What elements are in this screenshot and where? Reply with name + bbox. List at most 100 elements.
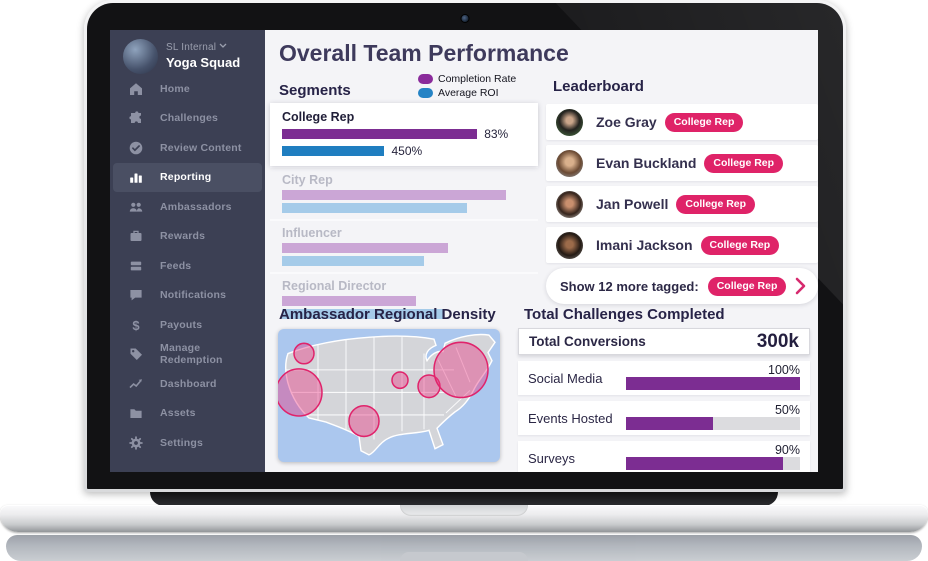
segment-row-college-rep[interactable]: College Rep 83% 450%: [270, 103, 538, 166]
sidebar-item-payouts[interactable]: $ Payouts: [110, 310, 265, 340]
challenge-percent: 100%: [768, 363, 800, 377]
leaderboard-name: Zoe Gray: [596, 114, 657, 130]
density-circle: [278, 368, 323, 417]
sidebar-item-label: Manage Redemption: [160, 342, 223, 367]
segment-label: Influencer: [282, 226, 342, 240]
tag-icon: [128, 346, 144, 362]
sidebar-item-label: Dashboard: [160, 377, 217, 390]
segments-title: Segments: [279, 82, 351, 99]
density-circle: [293, 342, 315, 365]
segment-label: City Rep: [282, 173, 333, 187]
segment-label: Regional Director: [282, 279, 387, 293]
home-icon: [128, 81, 144, 97]
briefcase-icon: [128, 228, 144, 244]
progress-fill: [626, 377, 800, 390]
sidebar-item-feeds[interactable]: Feeds: [110, 251, 265, 281]
sidebar-item-label: Assets: [160, 407, 196, 420]
completion-rate-bar: [282, 243, 448, 253]
sidebar-item-dashboard[interactable]: Dashboard: [110, 369, 265, 399]
tag-badge: College Rep: [700, 235, 780, 255]
sidebar-nav: Home Challenges Review Content Repo: [110, 74, 265, 458]
chart-legend: Completion Rate Average ROI: [418, 72, 516, 100]
laptop-notch: [400, 505, 528, 516]
tag-badge: College Rep: [707, 276, 787, 296]
trend-icon: [128, 376, 144, 392]
sidebar-item-ambassadors[interactable]: Ambassadors: [110, 192, 265, 222]
folder-icon: [128, 405, 144, 421]
challenge-row-surveys: Surveys 90%: [518, 441, 810, 472]
completion-rate-legend-dot: [418, 74, 433, 84]
total-conversions-label: Total Conversions: [529, 334, 646, 349]
sidebar-item-assets[interactable]: Assets: [110, 399, 265, 429]
sidebar-item-notifications[interactable]: Notifications: [110, 281, 265, 311]
sidebar-item-label: Reporting: [160, 171, 212, 184]
challenge-label: Surveys: [528, 451, 575, 466]
app-screen: SL Internal Yoga Squad Home Challenges: [110, 30, 818, 472]
average-roi-legend-dot: [418, 88, 433, 98]
completion-rate-bar: [282, 129, 478, 139]
workspace-org: SL Internal: [166, 42, 227, 53]
progress-track: [626, 377, 800, 390]
message-icon: [128, 287, 144, 303]
sidebar-item-home[interactable]: Home: [110, 74, 265, 104]
dollar-icon: $: [128, 317, 144, 333]
leaderboard-row[interactable]: Zoe Gray College Rep: [546, 104, 818, 140]
progress-fill: [626, 417, 713, 430]
sidebar-item-challenges[interactable]: Challenges: [110, 104, 265, 134]
sidebar-item-review-content[interactable]: Review Content: [110, 133, 265, 163]
segment-label: College Rep: [282, 110, 355, 124]
regional-density-title: Ambassador Regional Density: [279, 306, 496, 323]
show-more-button[interactable]: Show 12 more tagged: College Rep: [546, 268, 818, 304]
challenges-title: Total Challenges Completed: [524, 306, 725, 323]
challenges-section: Total Challenges Completed Total Convers…: [518, 306, 810, 472]
avatar: [556, 108, 583, 136]
state-borders: [285, 335, 471, 440]
sidebar-item-reporting[interactable]: Reporting: [113, 162, 262, 192]
sidebar-item-label: Feeds: [160, 259, 192, 272]
challenge-label: Social Media: [528, 371, 603, 386]
sidebar-item-label: Review Content: [160, 141, 242, 154]
progress-fill: [626, 457, 783, 470]
leaderboard-name: Imani Jackson: [596, 237, 693, 253]
check-circle-icon: [128, 140, 144, 156]
sidebar-item-label: Ambassadors: [160, 200, 232, 213]
sidebar-item-manage-redemption[interactable]: Manage Redemption: [110, 340, 265, 370]
sidebar-item-rewards[interactable]: Rewards: [110, 222, 265, 252]
tag-badge: College Rep: [676, 194, 756, 214]
people-icon: [128, 199, 144, 215]
sidebar-item-settings[interactable]: Settings: [110, 428, 265, 458]
challenge-percent: 90%: [774, 443, 800, 457]
leaderboard-row[interactable]: Jan Powell College Rep: [546, 186, 818, 222]
laptop-base: [0, 505, 928, 532]
sidebar-item-label: Challenges: [160, 112, 219, 125]
leaderboard-row[interactable]: Evan Buckland College Rep: [546, 145, 818, 181]
leaderboard-row[interactable]: Imani Jackson College Rep: [546, 227, 818, 263]
feed-list-icon: [128, 258, 144, 274]
leaderboard-section: Leaderboard Zoe Gray College Rep Evan Bu…: [546, 76, 818, 304]
segment-row-regional-director[interactable]: Regional Director: [270, 272, 538, 325]
segment-row-influencer[interactable]: Influencer: [270, 219, 538, 272]
total-conversions-card: Total Conversions 300k: [518, 328, 810, 355]
completion-rate-bar: [282, 190, 507, 200]
segment-row-city-rep[interactable]: City Rep: [270, 166, 538, 219]
sidebar: SL Internal Yoga Squad Home Challenges: [110, 30, 265, 472]
webcam-icon: [461, 15, 469, 22]
bar-chart-icon: [128, 169, 144, 185]
chevron-right-icon: [795, 277, 806, 295]
chevron-down-icon: [219, 43, 227, 48]
average-roi-value: 450%: [391, 144, 423, 158]
workspace-team-name: Yoga Squad: [166, 55, 241, 70]
sidebar-item-label: Settings: [160, 436, 204, 449]
tag-badge: College Rep: [704, 153, 784, 173]
page-title: Overall Team Performance: [279, 40, 569, 66]
gear-icon: [128, 435, 144, 451]
total-conversions-value: 300k: [756, 330, 799, 352]
average-roi-bar: [282, 203, 468, 213]
density-circle: [391, 371, 409, 390]
regional-density-section: Ambassador Regional Density: [270, 306, 530, 462]
team-avatar: [123, 39, 158, 74]
workspace-switcher[interactable]: SL Internal Yoga Squad: [110, 30, 265, 80]
laptop-lid: SL Internal Yoga Squad Home Challenges: [84, 0, 846, 492]
laptop-reflection: [6, 535, 922, 561]
